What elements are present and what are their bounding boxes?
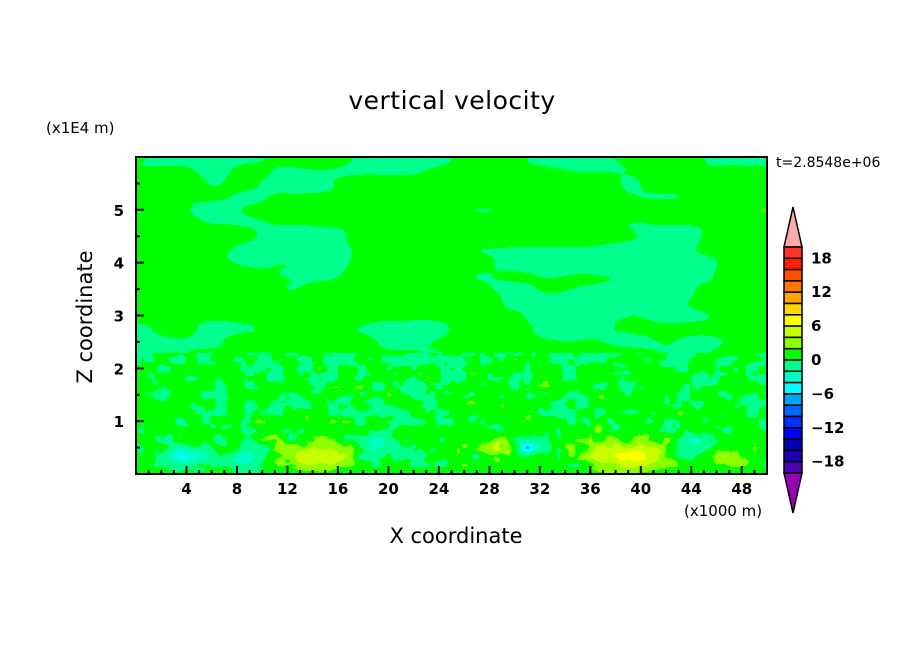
colorbar-box (783, 336, 803, 350)
colorbar-box (783, 438, 803, 452)
x-axis-label: X coordinate (389, 524, 523, 548)
colorbar-box (783, 246, 803, 260)
y-tick-label: 4 (114, 255, 124, 273)
colorbar-box (783, 427, 803, 440)
plot-frame (135, 156, 768, 475)
x-tick-label: 44 (681, 480, 702, 498)
x-tick-label: 12 (277, 480, 298, 498)
x-tick-label: 16 (327, 480, 348, 498)
colorbar-label: 6 (811, 317, 821, 335)
x-tick-label: 40 (630, 480, 651, 498)
y-tick-label: 3 (114, 308, 124, 326)
colorbar-label: 0 (811, 351, 821, 369)
contour-field (136, 157, 767, 474)
colorbar-box (783, 415, 803, 429)
colorbar-box (783, 370, 803, 384)
colorbar-box (783, 302, 803, 316)
colorbar-box (783, 314, 803, 327)
colorbar-box (783, 280, 803, 293)
x-tick-label: 32 (529, 480, 550, 498)
y-tick-label: 1 (114, 413, 124, 431)
colorbar-box (783, 393, 803, 406)
y-tick-label: 5 (114, 202, 124, 220)
time-label: t=2.8548e+06 (776, 155, 881, 171)
colorbar-label: −12 (811, 419, 844, 437)
colorbar-under-triangle (783, 472, 803, 514)
colorbar-box (783, 359, 803, 373)
colorbar-box (783, 381, 803, 395)
colorbar-box (783, 449, 803, 463)
colorbar-box (783, 460, 803, 474)
colorbar-label: −6 (811, 385, 834, 403)
x-tick-label: 36 (580, 480, 601, 498)
colorbar-box (783, 404, 803, 418)
x-tick-label: 4 (181, 480, 191, 498)
x-tick-label: 8 (232, 480, 242, 498)
x-tick-label: 48 (731, 480, 752, 498)
x-tick-label: 24 (428, 480, 449, 498)
colorbar-box (783, 257, 803, 271)
x-tick-label: 28 (479, 480, 500, 498)
colorbar-box (783, 291, 803, 305)
colorbar-over-triangle (783, 206, 803, 248)
y-tick-label: 2 (114, 360, 124, 378)
x-tick-label: 20 (378, 480, 399, 498)
colorbar-box (783, 347, 803, 361)
colorbar-label: 18 (811, 249, 832, 267)
colorbar-label: −18 (811, 453, 844, 471)
colorbar-label: 12 (811, 283, 832, 301)
y-axis-unit: (x1E4 m) (46, 119, 115, 137)
colorbar-box (783, 268, 803, 282)
chart-title: vertical velocity (348, 86, 556, 115)
colorbar-box (783, 325, 803, 339)
x-axis-unit: (x1000 m) (684, 502, 763, 520)
